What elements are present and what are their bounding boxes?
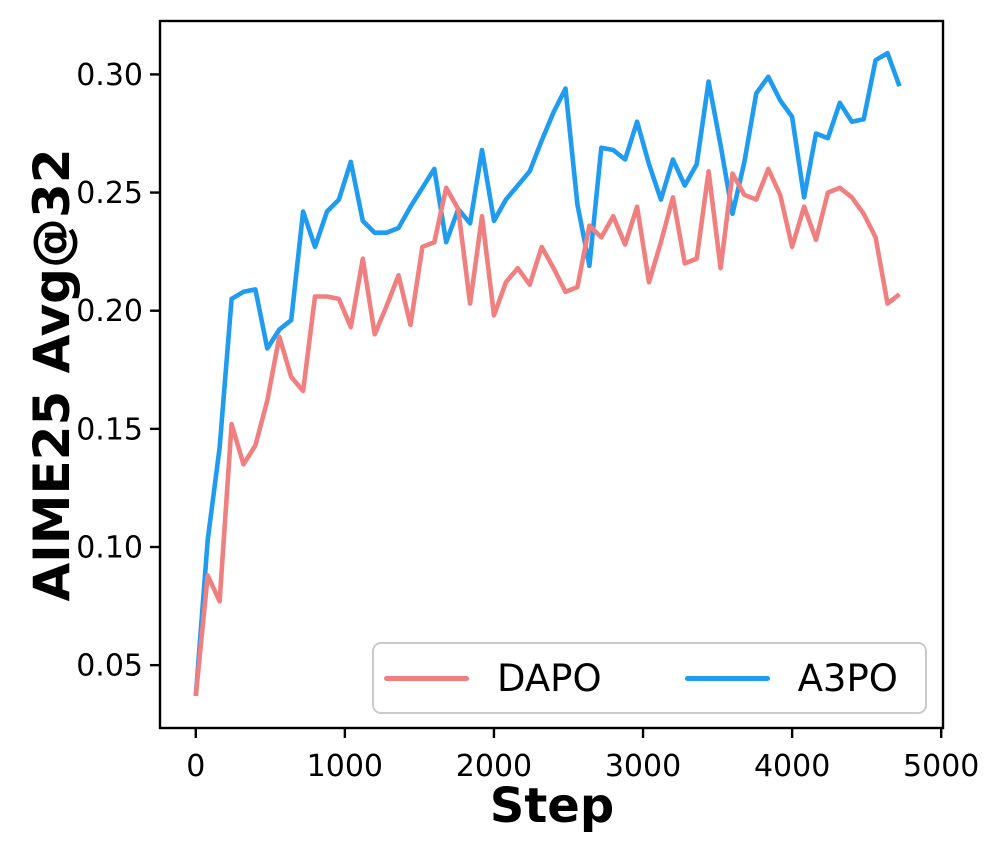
legend-label-a3po: A3PO: [797, 656, 898, 700]
y-tick-label: 0.05: [76, 649, 143, 684]
legend: DAPO A3PO: [372, 642, 927, 714]
y-tick-label: 0.30: [76, 58, 143, 93]
y-tick-label: 0.20: [76, 294, 143, 329]
plot-border: [158, 19, 945, 730]
y-axis-label: AIME25 Avg@32: [23, 148, 81, 602]
x-tick-label: 4000: [754, 749, 830, 784]
dapo-series-line: [193, 166, 901, 697]
x-tick-label: 1000: [307, 749, 383, 784]
legend-item-dapo: DAPO: [384, 660, 602, 697]
y-tick-label: 0.15: [76, 412, 143, 447]
x-tick-label: 0: [186, 749, 205, 784]
x-axis-label: Step: [489, 778, 615, 834]
x-tick-label: 2000: [456, 749, 532, 784]
x-tick-label: 3000: [605, 749, 681, 784]
a3po-line-swatch: [684, 675, 770, 681]
legend-item-a3po: A3PO: [684, 656, 898, 700]
legend-label-dapo: DAPO: [497, 656, 602, 700]
y-tick-label: 0.25: [76, 176, 143, 211]
x-tick-label: 5000: [903, 749, 979, 784]
y-tick-label: 0.10: [76, 530, 143, 565]
dapo-line-swatch: [384, 675, 469, 681]
a3po-series-line: [193, 50, 902, 697]
